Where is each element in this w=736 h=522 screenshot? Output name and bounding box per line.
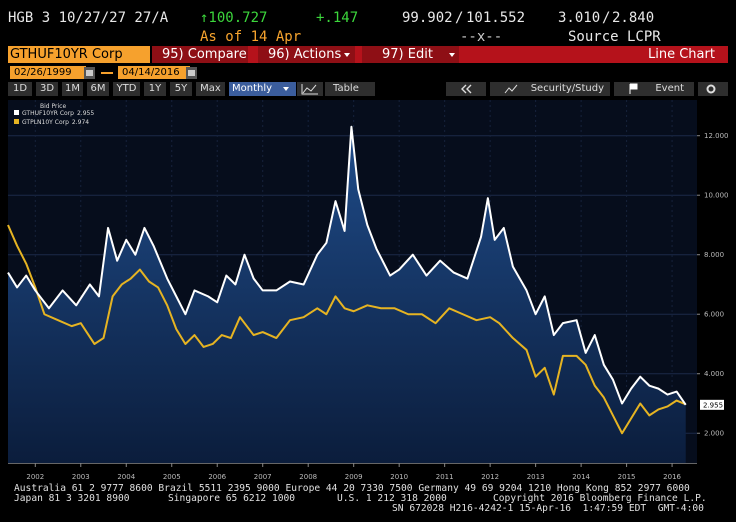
y-tick-label: 12.000 — [704, 132, 729, 140]
x-tick-label: 2014 — [572, 473, 590, 481]
x-tick-label: 2008 — [299, 473, 317, 481]
period-button[interactable]: 1Y — [144, 82, 166, 96]
legend-name: GTPLN10Y Corp — [22, 119, 69, 126]
bid: 99.902 — [402, 10, 453, 26]
chart-icon — [301, 84, 318, 95]
y-tick-label: 8.000 — [704, 251, 724, 259]
legend-name: GTHUF10YR Corp — [22, 110, 74, 117]
as-of: As of 14 Apr — [200, 29, 302, 45]
dropdown-arrow — [283, 87, 289, 91]
footer-copyright: Copyright 2016 Bloomberg Finance L.P. — [493, 493, 707, 504]
bid-yield: 3.010 — [558, 10, 601, 26]
source: Source LCPR — [568, 29, 661, 45]
footer-session: SN 672028 H216-4242-1 15-Apr-16 1:47:59 … — [392, 503, 704, 514]
flag-icon — [629, 83, 638, 94]
change: +.147 — [316, 10, 359, 26]
separator: / — [455, 10, 464, 26]
edit-button[interactable]: 97) Edit — [362, 46, 459, 63]
x-tick-label: 2009 — [345, 473, 363, 481]
last-price: ↑100.727 — [200, 10, 268, 26]
security-study-button[interactable]: Security/Study — [490, 82, 610, 96]
view-title: Line Chart — [648, 47, 715, 62]
period-button[interactable]: 3D — [36, 82, 58, 96]
ask-yield: 2.840 — [612, 10, 655, 26]
compare-button[interactable]: 95) Compare — [152, 46, 248, 63]
x-tick-label: 2003 — [72, 473, 90, 481]
period-button[interactable]: Max — [196, 82, 225, 96]
x-tick-label: 2005 — [163, 473, 181, 481]
footer-contact: Singapore 65 6212 1000 — [168, 493, 296, 504]
frequency-button[interactable]: Monthly — [229, 82, 296, 96]
start-date[interactable]: 02/26/1999 — [10, 66, 86, 79]
legend-label: GTHUF10YR Corp 2.955 — [22, 110, 94, 117]
legend-swatch — [14, 110, 19, 115]
period-button[interactable]: YTD — [113, 82, 140, 96]
calendar-face — [188, 70, 195, 76]
actions-button[interactable]: 96) Actions — [258, 46, 355, 63]
calendar-icons — [84, 67, 197, 79]
legend-label: GTPLN10Y Corp 2.974 — [22, 119, 89, 126]
area — [8, 126, 686, 463]
x-tick-label: 2010 — [390, 473, 408, 481]
size: --x-- — [460, 29, 503, 45]
legend-value: 2.974 — [72, 119, 89, 126]
legend-value: 2.955 — [77, 110, 94, 117]
table-button[interactable]: Table — [325, 82, 375, 96]
legend-swatch — [14, 119, 19, 124]
date-dash — [101, 72, 113, 74]
y-tick-label: 6.000 — [704, 311, 724, 319]
x-tick-label: 2002 — [26, 473, 44, 481]
security: HGB 3 10/27/27 27/A — [8, 10, 169, 26]
dropdown-arrow — [344, 53, 455, 57]
last-value-box — [700, 399, 724, 410]
period-button[interactable]: 5Y — [170, 82, 192, 96]
y-tick-label: 4.000 — [704, 370, 724, 378]
x-tick-label: 2006 — [208, 473, 226, 481]
y-tick-label: 2.000 — [704, 430, 724, 438]
back-button[interactable] — [446, 82, 486, 96]
footer-contact: Japan 81 3 3201 8900 — [14, 493, 130, 504]
line — [7, 224, 687, 435]
period-button[interactable]: 1D — [8, 82, 32, 96]
calendar-face — [86, 70, 93, 76]
period-button[interactable]: 1M — [62, 82, 83, 96]
legend-title: Bid Price — [40, 103, 66, 110]
x-axis-line — [8, 463, 697, 464]
x-tick-label: 2004 — [117, 473, 135, 481]
study-icon — [504, 84, 518, 94]
separator: / — [602, 10, 611, 26]
chevrons — [461, 84, 472, 94]
x-tick-label: 2012 — [481, 473, 499, 481]
gear-icon — [706, 84, 716, 94]
y-tick-label: 10.000 — [704, 192, 729, 200]
line — [7, 125, 687, 406]
dropdown-arrows — [344, 53, 455, 57]
ticker[interactable]: GTHUF10YR Corp — [8, 46, 150, 63]
end-date[interactable]: 04/14/2016 — [118, 66, 190, 79]
settings-button[interactable] — [698, 82, 728, 96]
x-tick-label: 2013 — [527, 473, 545, 481]
toolbar-icons — [283, 83, 716, 95]
x-tick-label: 2011 — [436, 473, 454, 481]
footer-contact: U.S. 1 212 318 2000 — [337, 493, 447, 504]
x-tick-label: 2016 — [663, 473, 681, 481]
footer-contacts: Australia 61 2 9777 8600 Brazil 5511 239… — [14, 483, 690, 494]
period-button[interactable]: 6M — [87, 82, 109, 96]
last-value-label: 2.955 — [703, 401, 723, 409]
x-tick-label: 2015 — [618, 473, 636, 481]
ask: 101.552 — [466, 10, 526, 26]
x-tick-label: 2007 — [254, 473, 272, 481]
